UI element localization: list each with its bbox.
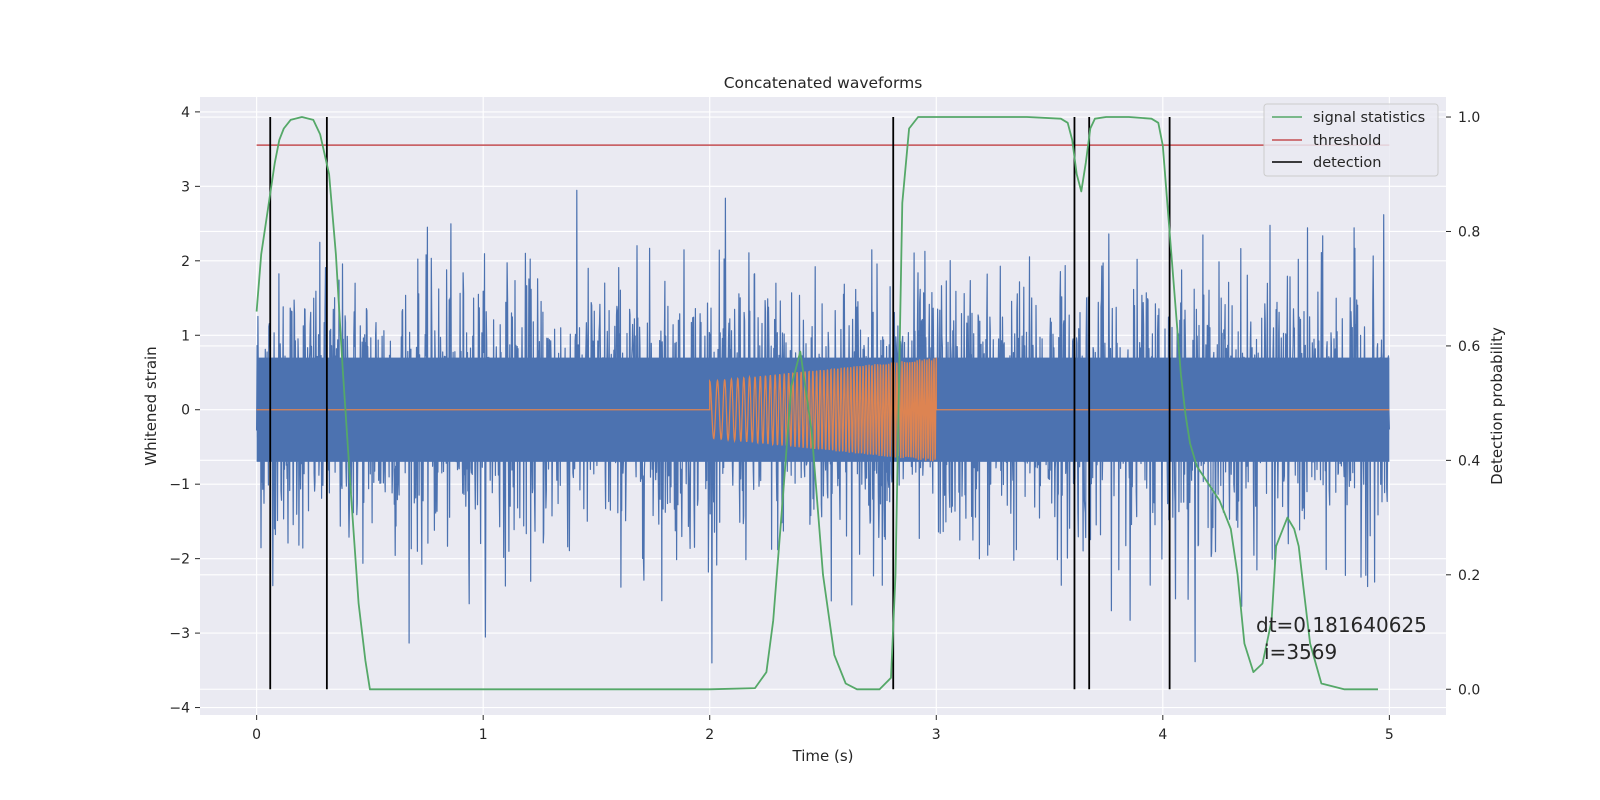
chart-title: Concatenated waveforms (724, 74, 923, 92)
signal-statistics-line (255, 116, 1378, 691)
x-tick-label: 3 (932, 727, 941, 743)
left-y-tick-label: 0 (181, 403, 190, 419)
legend-label-signal-statistics: signal statistics (1313, 110, 1425, 126)
left-y-axis-ticks: −4 −3 −2 −1 0 1 2 3 4 (169, 105, 200, 717)
x-tick-label: 5 (1385, 727, 1394, 743)
right-y-tick-label: 0.8 (1458, 224, 1480, 240)
legend-label-detection: detection (1313, 155, 1381, 171)
right-y-tick-label: 0.4 (1458, 453, 1480, 469)
x-tick-label: 2 (705, 727, 714, 743)
signal-statistics-series (255, 116, 1378, 691)
right-y-tick-label: 0.2 (1458, 568, 1480, 584)
x-axis-label: Time (s) (792, 747, 854, 765)
left-y-tick-label: −2 (169, 552, 190, 568)
x-tick-label: 1 (479, 727, 488, 743)
left-y-tick-label: −3 (169, 626, 190, 642)
annotation-i: i=3569 (1264, 640, 1337, 664)
legend-box (1263, 103, 1439, 177)
x-tick-label: 4 (1158, 727, 1167, 743)
legend-label-threshold: threshold (1313, 133, 1381, 149)
legend: signal statistics threshold detection (1263, 103, 1439, 177)
left-y-tick-label: −1 (169, 477, 190, 493)
right-y-tick-label: 1.0 (1458, 110, 1480, 126)
right-y-axis-ticks: 0.0 0.2 0.4 0.6 0.8 1.0 (1446, 110, 1480, 698)
x-axis-ticks: 0 1 2 3 4 5 (252, 715, 1394, 743)
right-y-tick-label: 0.0 (1458, 682, 1480, 698)
left-y-tick-label: −4 (169, 701, 190, 717)
left-y-tick-label: 4 (181, 105, 190, 121)
left-y-tick-label: 2 (181, 254, 190, 270)
annotation-dt: dt=0.181640625 (1256, 613, 1427, 637)
detection-series (269, 117, 1171, 690)
left-y-tick-label: 3 (181, 179, 190, 195)
right-y-axis-label: Detection probability (1488, 327, 1506, 485)
right-y-tick-label: 0.6 (1458, 339, 1480, 355)
x-tick-label: 0 (252, 727, 261, 743)
left-y-axis-label: Whitened strain (142, 346, 160, 465)
left-y-tick-label: 1 (181, 328, 190, 344)
